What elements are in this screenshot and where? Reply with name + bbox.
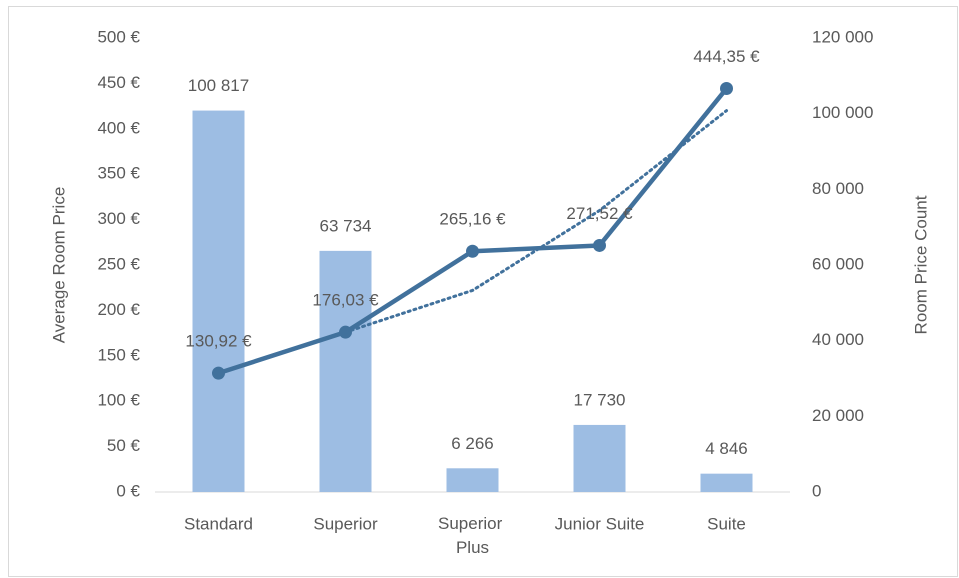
y-tick-label: 150 € xyxy=(97,345,140,364)
bar-value-label: 6 266 xyxy=(451,434,494,453)
y-tick-label: 350 € xyxy=(97,164,140,183)
bar xyxy=(319,250,372,492)
y-tick-label: 450 € xyxy=(97,73,140,92)
y-tick-label: 500 € xyxy=(97,27,140,46)
line-value-label: 265,16 € xyxy=(439,210,506,229)
line-point xyxy=(466,244,479,258)
y2-tick-label: 60 000 xyxy=(812,254,864,273)
x-tick-label: Junior Suite xyxy=(555,514,645,533)
y-tick-label: 0 € xyxy=(116,481,140,500)
bar xyxy=(446,468,499,492)
y-tick-label: 250 € xyxy=(97,254,140,273)
line-value-label: 130,92 € xyxy=(185,332,252,351)
y-tick-label: 400 € xyxy=(97,118,140,137)
line-point xyxy=(593,238,606,252)
y2-tick-label: 120 000 xyxy=(812,27,873,46)
line-value-label: 444,35 € xyxy=(693,47,760,66)
bar-value-label: 100 817 xyxy=(188,76,249,95)
y-tick-label: 100 € xyxy=(97,391,140,410)
x-tick-label: Suite xyxy=(707,514,746,533)
y-tick-label: 200 € xyxy=(97,300,140,319)
line-value-label: 271,52 € xyxy=(566,204,633,223)
line-value-label: 176,03 € xyxy=(312,291,379,310)
y2-tick-label: 0 xyxy=(812,481,821,500)
y2-tick-label: 80 000 xyxy=(812,179,864,198)
y-tick-label: 300 € xyxy=(97,209,140,228)
bar xyxy=(573,424,626,492)
x-tick-label: Superior Plus xyxy=(438,514,507,557)
trend-line xyxy=(344,109,728,334)
bar-value-label: 63 734 xyxy=(320,216,372,235)
y-axis-label: Average Room Price xyxy=(49,187,68,344)
y2-tick-label: 40 000 xyxy=(812,330,864,349)
line-point xyxy=(212,366,225,380)
bar-value-label: 4 846 xyxy=(705,439,748,458)
y-tick-label: 50 € xyxy=(107,436,141,455)
x-tick-label: Standard xyxy=(184,514,253,533)
bar-value-label: 17 730 xyxy=(574,390,626,409)
bar xyxy=(700,473,753,492)
y2-tick-label: 100 000 xyxy=(812,103,873,122)
line-point xyxy=(720,82,733,96)
bar xyxy=(192,110,245,492)
x-tick-label: Superior xyxy=(313,514,378,533)
y2-axis-label: Room Price Count xyxy=(911,195,930,334)
y2-tick-label: 20 000 xyxy=(812,406,864,425)
